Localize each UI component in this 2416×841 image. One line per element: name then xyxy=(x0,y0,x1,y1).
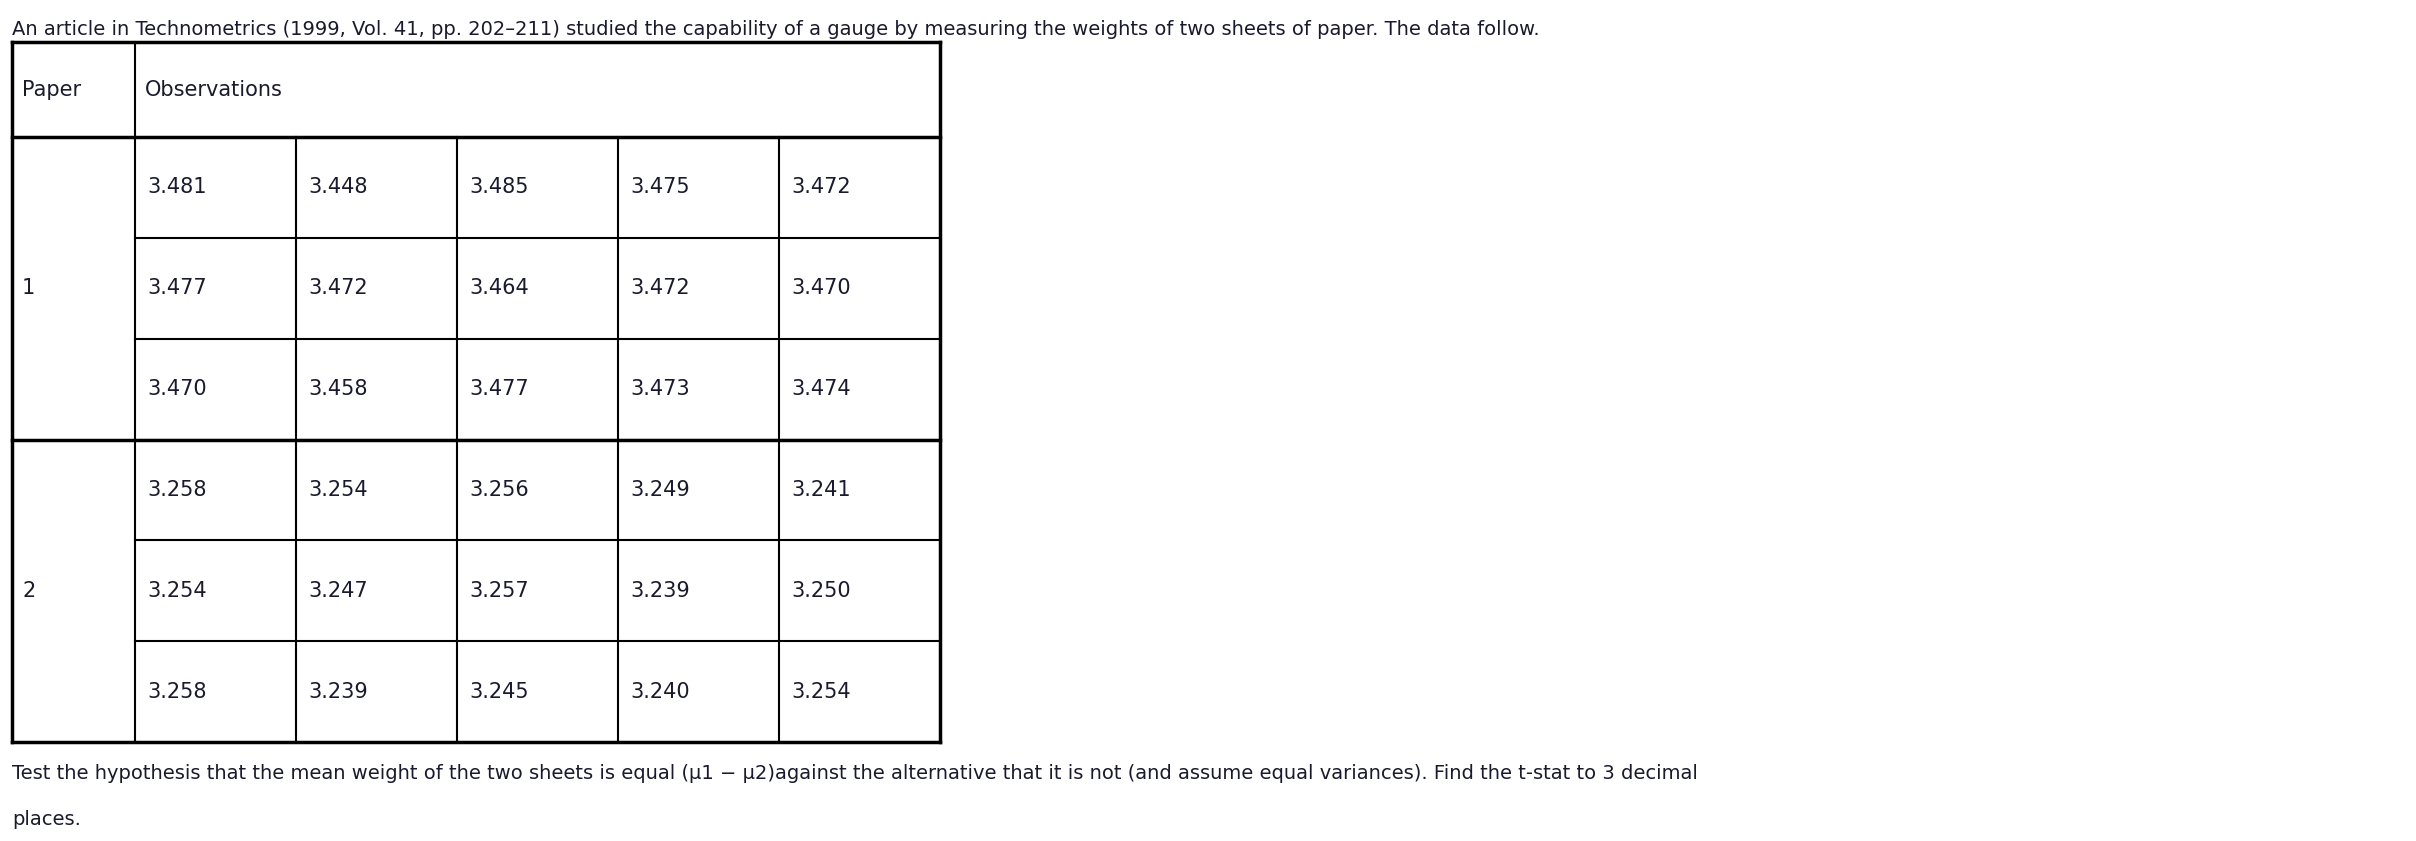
Text: 3.481: 3.481 xyxy=(147,177,205,198)
Text: 3.240: 3.240 xyxy=(631,681,689,701)
Text: 3.448: 3.448 xyxy=(307,177,367,198)
Text: 3.472: 3.472 xyxy=(307,278,367,299)
Text: 3.458: 3.458 xyxy=(307,379,367,399)
Text: 1: 1 xyxy=(22,278,36,299)
Text: 3.245: 3.245 xyxy=(469,681,529,701)
Text: 3.475: 3.475 xyxy=(631,177,689,198)
Text: 3.250: 3.250 xyxy=(790,581,850,600)
Text: 3.256: 3.256 xyxy=(469,480,529,500)
Text: 3.257: 3.257 xyxy=(469,581,529,600)
Text: 3.477: 3.477 xyxy=(147,278,208,299)
Text: 3.472: 3.472 xyxy=(790,177,850,198)
Text: places.: places. xyxy=(12,810,80,829)
Text: 3.474: 3.474 xyxy=(790,379,850,399)
Text: 2: 2 xyxy=(22,581,36,600)
Text: 3.470: 3.470 xyxy=(790,278,850,299)
Text: Test the hypothesis that the mean weight of the two sheets is equal (μ1 − μ2)aga: Test the hypothesis that the mean weight… xyxy=(12,764,1698,783)
Text: Paper: Paper xyxy=(22,80,82,99)
Text: 3.254: 3.254 xyxy=(307,480,367,500)
Text: Observations: Observations xyxy=(145,80,283,99)
Text: 3.241: 3.241 xyxy=(790,480,850,500)
Text: 3.254: 3.254 xyxy=(790,681,850,701)
Text: 3.258: 3.258 xyxy=(147,480,205,500)
Text: 3.464: 3.464 xyxy=(469,278,529,299)
Text: 3.485: 3.485 xyxy=(469,177,529,198)
Text: 3.470: 3.470 xyxy=(147,379,208,399)
Text: 3.247: 3.247 xyxy=(307,581,367,600)
Text: 3.473: 3.473 xyxy=(631,379,689,399)
Text: 3.258: 3.258 xyxy=(147,681,205,701)
Text: An article in Technometrics (1999, Vol. 41, pp. 202–211) studied the capability : An article in Technometrics (1999, Vol. … xyxy=(12,20,1539,39)
Text: 3.239: 3.239 xyxy=(307,681,367,701)
Text: 3.254: 3.254 xyxy=(147,581,208,600)
Text: 3.239: 3.239 xyxy=(631,581,689,600)
Text: 3.472: 3.472 xyxy=(631,278,689,299)
Text: 3.477: 3.477 xyxy=(469,379,529,399)
Text: 3.249: 3.249 xyxy=(631,480,689,500)
